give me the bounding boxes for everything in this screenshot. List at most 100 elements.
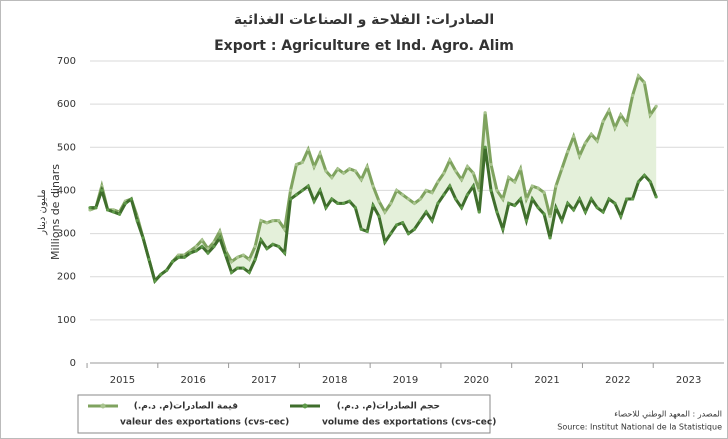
marker bbox=[241, 253, 245, 257]
marker bbox=[259, 219, 263, 223]
marker bbox=[206, 251, 210, 255]
marker bbox=[306, 184, 310, 188]
marker bbox=[235, 266, 240, 270]
marker bbox=[235, 255, 240, 259]
marker bbox=[554, 184, 558, 188]
marker bbox=[436, 180, 440, 184]
marker bbox=[100, 188, 104, 193]
marker bbox=[218, 236, 222, 240]
marker bbox=[377, 199, 381, 203]
legend-label-ar: قيمة الصادرات(م. د.م.) bbox=[134, 402, 238, 412]
marker bbox=[459, 206, 464, 210]
marker bbox=[206, 247, 210, 251]
marker bbox=[342, 201, 346, 205]
marker bbox=[442, 171, 446, 175]
marker bbox=[560, 219, 564, 223]
marker bbox=[530, 197, 534, 201]
marker bbox=[524, 197, 529, 201]
marker bbox=[324, 169, 328, 173]
marker bbox=[406, 231, 411, 236]
marker bbox=[459, 178, 464, 182]
marker bbox=[542, 212, 546, 216]
marker bbox=[365, 165, 369, 169]
marker bbox=[123, 201, 127, 205]
marker bbox=[548, 236, 552, 240]
marker bbox=[147, 257, 151, 262]
x-tick-label: 2015 bbox=[110, 375, 135, 386]
marker bbox=[412, 201, 416, 205]
x-tick-label: 2016 bbox=[180, 375, 205, 386]
marker bbox=[200, 244, 204, 249]
source: Source: Institut National de la Statisti… bbox=[557, 423, 722, 432]
marker bbox=[454, 197, 458, 201]
marker bbox=[117, 212, 122, 216]
marker bbox=[265, 221, 269, 225]
marker bbox=[595, 206, 599, 210]
marker bbox=[371, 203, 375, 208]
legend-marker bbox=[302, 403, 308, 409]
marker bbox=[347, 199, 352, 203]
marker bbox=[465, 165, 470, 169]
marker bbox=[194, 244, 198, 249]
marker bbox=[619, 113, 623, 117]
y-tick-label: 700 bbox=[57, 56, 76, 67]
marker bbox=[383, 240, 387, 244]
marker bbox=[106, 208, 110, 212]
marker bbox=[247, 270, 251, 274]
marker bbox=[312, 165, 316, 169]
marker bbox=[542, 190, 546, 195]
marker bbox=[424, 210, 428, 214]
marker bbox=[200, 238, 204, 242]
legend-label-ar: حجم الصادرات(م. د.م.) bbox=[337, 402, 440, 412]
marker bbox=[577, 197, 582, 201]
legend-marker bbox=[100, 403, 106, 409]
marker bbox=[619, 214, 623, 218]
marker bbox=[224, 253, 228, 257]
marker bbox=[436, 201, 440, 205]
marker bbox=[483, 111, 487, 115]
marker bbox=[389, 231, 393, 236]
marker bbox=[654, 195, 658, 199]
marker bbox=[259, 238, 263, 242]
marker bbox=[554, 206, 558, 210]
marker bbox=[589, 197, 593, 201]
marker bbox=[524, 219, 529, 223]
marker bbox=[306, 147, 310, 152]
marker bbox=[283, 227, 287, 231]
x-tick-label: 2022 bbox=[605, 375, 630, 386]
chart-title: الصادرات: الفلاحة و الصناعات الغذائية bbox=[234, 12, 494, 28]
legend bbox=[77, 394, 491, 434]
marker bbox=[229, 260, 234, 264]
marker bbox=[448, 184, 452, 188]
marker bbox=[277, 244, 281, 249]
marker bbox=[507, 175, 511, 180]
marker bbox=[630, 197, 635, 201]
marker bbox=[371, 184, 375, 188]
marker bbox=[577, 154, 582, 158]
marker bbox=[501, 197, 505, 201]
marker bbox=[330, 175, 334, 180]
x-tick-label: 2020 bbox=[464, 375, 489, 386]
marker bbox=[188, 251, 192, 255]
y-tick-label: 300 bbox=[57, 229, 76, 240]
marker bbox=[548, 214, 552, 218]
y-tick-label: 600 bbox=[57, 99, 76, 110]
marker bbox=[430, 190, 434, 195]
marker bbox=[625, 121, 629, 126]
marker bbox=[277, 219, 281, 223]
marker bbox=[229, 270, 234, 274]
marker bbox=[294, 162, 299, 167]
marker bbox=[454, 169, 458, 173]
marker bbox=[141, 236, 145, 240]
marker bbox=[135, 219, 139, 223]
marker bbox=[288, 197, 293, 201]
marker bbox=[318, 188, 322, 193]
y-axis-label-ar: مليون دينار bbox=[37, 189, 48, 236]
marker bbox=[400, 221, 405, 225]
marker bbox=[630, 93, 635, 98]
marker bbox=[648, 113, 652, 117]
marker bbox=[312, 199, 316, 203]
marker bbox=[465, 193, 470, 197]
marker bbox=[501, 227, 505, 231]
